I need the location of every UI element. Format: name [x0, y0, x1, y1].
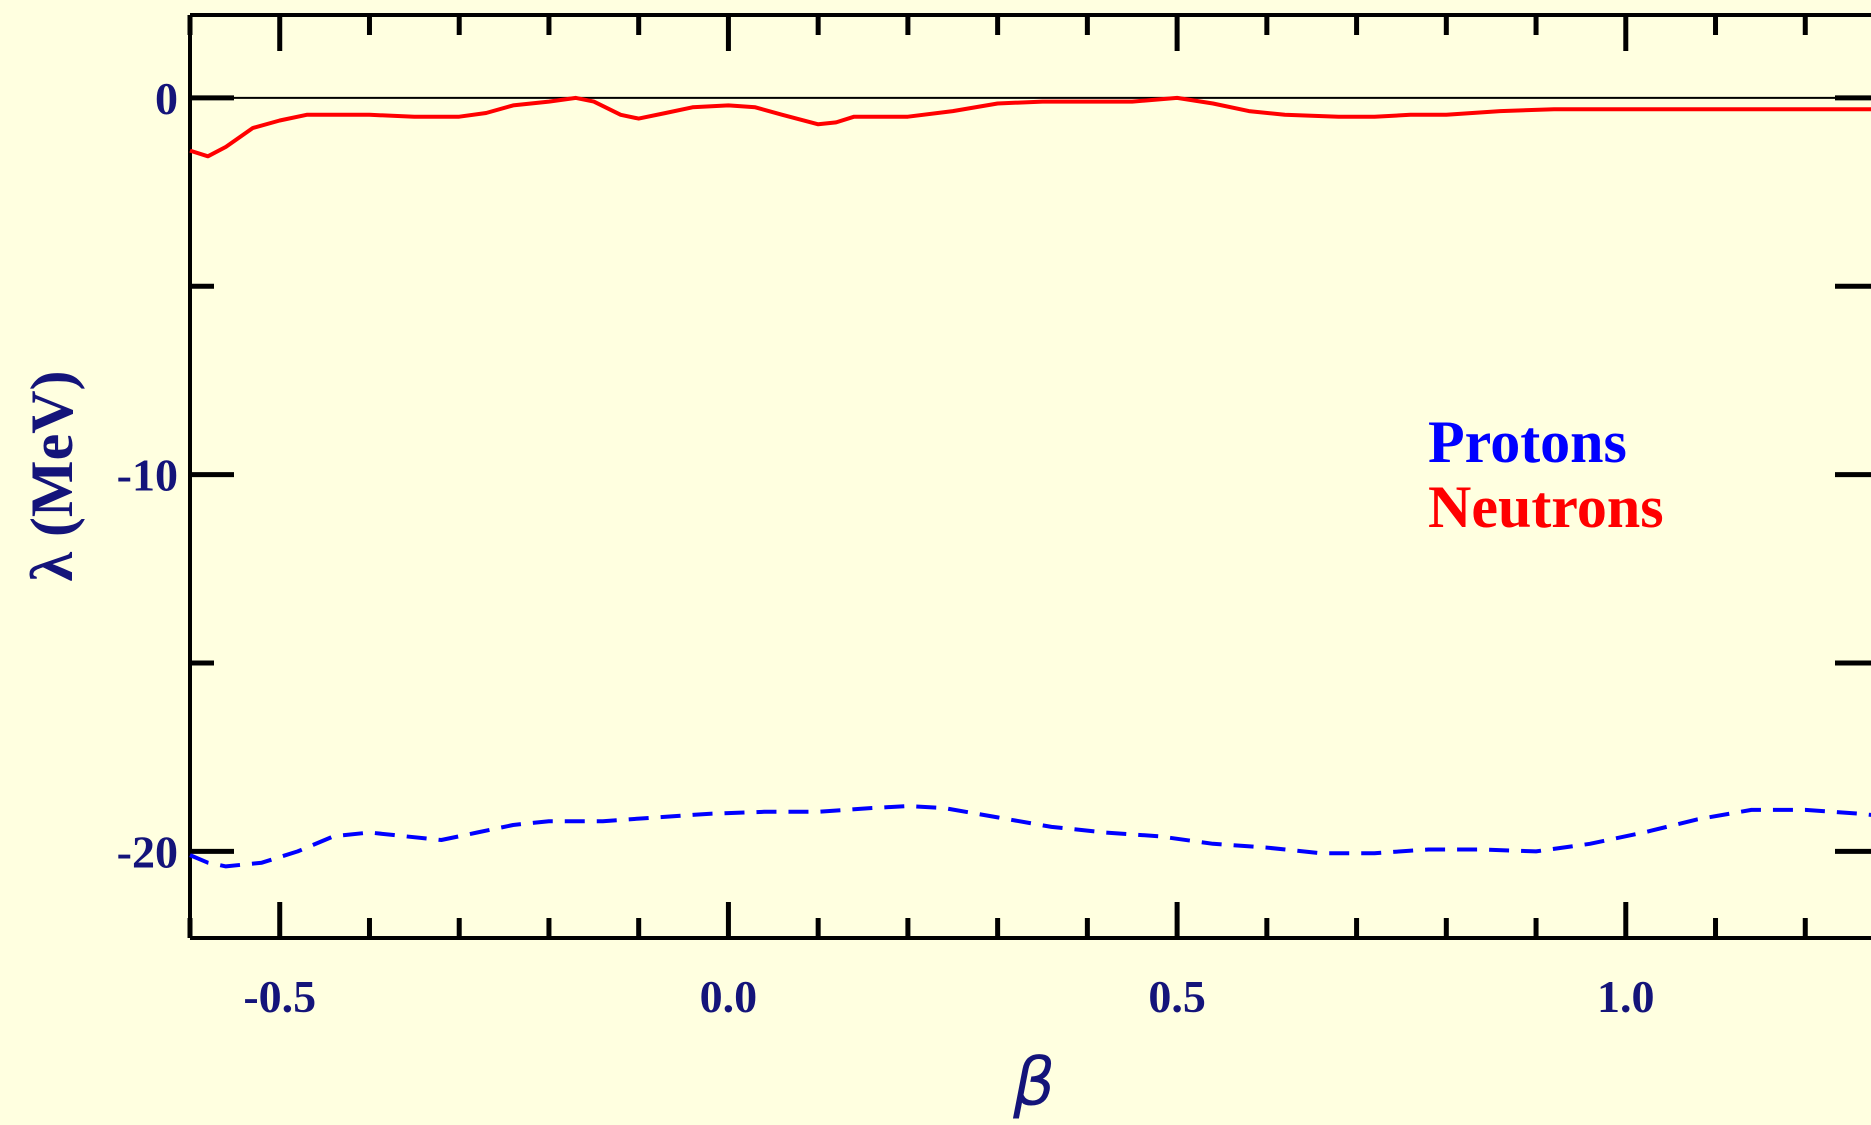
series-line-neutrons: [189, 95, 1871, 159]
x-tick-label: -0.5: [243, 971, 316, 1022]
x-axis-title: β: [1012, 1044, 1055, 1121]
x-tick-label: 0.5: [1148, 971, 1206, 1022]
plot-layer: -0.5 0.0 0.5 1.0 0 -10 -20: [117, 13, 1871, 1022]
legend-label-neutrons: Neutrons: [1428, 474, 1664, 540]
x-tick-label: 1.0: [1597, 971, 1655, 1022]
y-tick-label: -20: [117, 826, 178, 877]
y-tick-label: -10: [117, 450, 178, 501]
legend-label-protons: Protons: [1428, 409, 1627, 475]
y-axis-title: λ (MeV): [19, 370, 85, 581]
series-line-protons: [189, 804, 1871, 869]
y-tick-label: 0: [155, 73, 178, 124]
x-tick-label: 0.0: [700, 971, 758, 1022]
